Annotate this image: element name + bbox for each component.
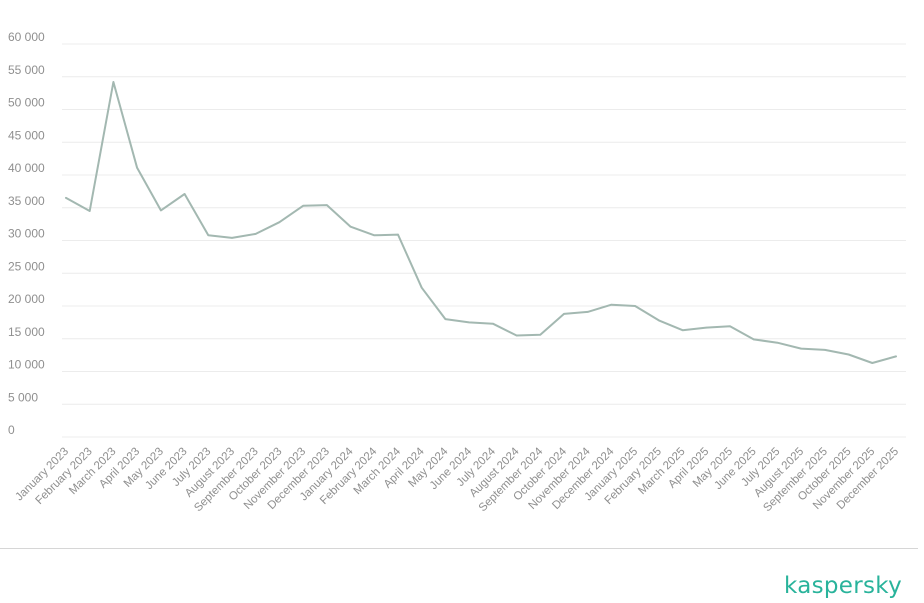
line-chart: 0 5 000 10 000 15 000 20 000 25 000 30 000 35 0… [8, 30, 906, 514]
y-tick-label: 15 000 [8, 325, 45, 339]
data-point [563, 313, 565, 315]
data-point [776, 341, 779, 344]
data-point [112, 81, 115, 83]
gridlines [62, 43, 906, 438]
data-point [729, 325, 731, 328]
data-point [349, 225, 352, 228]
series-layer [65, 81, 897, 364]
y-tick-label: 5 000 [8, 390, 38, 404]
data-point [183, 193, 186, 195]
data-point [634, 305, 636, 307]
data-point [492, 322, 494, 325]
data-point [160, 209, 162, 212]
data-point [752, 338, 755, 341]
y-tick-label: 30 000 [8, 227, 45, 241]
y-tick-label: 60 000 [8, 30, 45, 44]
y-tick-label: 10 000 [8, 358, 45, 372]
data-point [326, 204, 328, 206]
data-point [895, 355, 897, 358]
data-point [88, 210, 91, 212]
y-tick-label: 50 000 [8, 96, 45, 110]
data-point [824, 349, 826, 351]
data-point [136, 166, 138, 169]
data-point [231, 237, 233, 239]
data-point [420, 286, 423, 289]
data-point [800, 347, 802, 350]
data-point [610, 303, 613, 306]
data-point [302, 204, 304, 207]
data-point [847, 353, 850, 356]
y-axis-tick-labels: 0 5 000 10 000 15 000 20 000 25 000 30 000 35 0… [8, 30, 45, 437]
data-point [705, 326, 708, 329]
series-line [65, 81, 897, 364]
data-point [681, 329, 684, 332]
data-point [254, 233, 257, 235]
y-tick-label: 40 000 [8, 161, 45, 175]
y-tick-label: 20 000 [8, 292, 45, 306]
data-point [658, 319, 660, 322]
kaspersky-logo: kaspersky [784, 573, 902, 599]
data-point [373, 234, 376, 237]
y-tick-label: 55 000 [8, 63, 45, 77]
footer-divider [0, 548, 918, 549]
data-point [468, 321, 470, 324]
data-point [397, 233, 399, 236]
y-tick-label: 0 [8, 423, 15, 437]
data-point [278, 221, 281, 223]
data-point [539, 334, 542, 336]
data-point [515, 334, 518, 337]
data-point [586, 311, 589, 313]
data-point [65, 197, 67, 199]
data-point [207, 234, 210, 237]
data-point [444, 318, 447, 320]
y-tick-label: 35 000 [8, 194, 45, 208]
data-point [871, 362, 874, 364]
y-tick-label: 45 000 [8, 128, 45, 142]
y-tick-label: 25 000 [8, 259, 45, 273]
